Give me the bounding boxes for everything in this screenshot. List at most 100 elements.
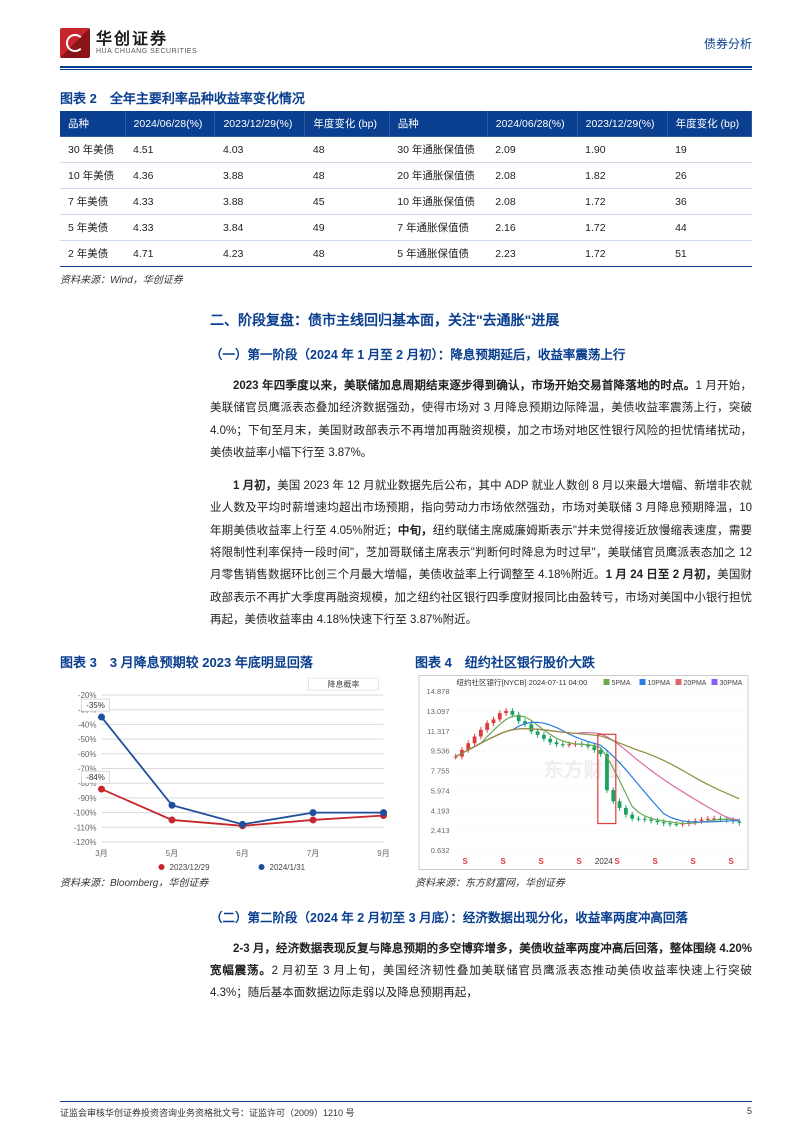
svg-text:S: S <box>691 857 697 866</box>
svg-text:5PMA: 5PMA <box>612 680 631 687</box>
svg-text:2024: 2024 <box>595 857 613 866</box>
table-cell: 2.09 <box>487 137 577 163</box>
table-cell: 26 <box>667 163 751 189</box>
table-cell: 1.72 <box>577 215 667 241</box>
table-cell: 4.36 <box>125 163 215 189</box>
svg-text:14.878: 14.878 <box>427 687 450 696</box>
table-cell: 45 <box>305 189 389 215</box>
p3b: 2 月初至 3 月上旬，美国经济韧性叠加美联储官员鹰派表态推动美债收益率快速上行… <box>210 965 752 999</box>
table-cell: 30 年通胀保值债 <box>389 137 487 163</box>
svg-text:5.974: 5.974 <box>431 786 450 795</box>
table-cell: 48 <box>305 163 389 189</box>
table-cell: 1.72 <box>577 241 667 267</box>
svg-text:7月: 7月 <box>307 849 319 858</box>
para-1: 2023 年四季度以来，美联储加息周期结束逐步得到确认，市场开始交易首降落地的时… <box>60 375 752 465</box>
table-cell: 48 <box>305 137 389 163</box>
svg-text:S: S <box>577 857 583 866</box>
table-row: 7 年美债4.333.884510 年通胀保值债2.081.7236 <box>60 189 752 215</box>
footer-left: 证监会审核华创证券投资咨询业务资格批文号：证监许可（2009）1210 号 <box>60 1106 355 1119</box>
table-cell: 19 <box>667 137 751 163</box>
p2e: 1 月 24 日至 2 月初， <box>606 569 718 581</box>
chart4-title: 图表 4 纽约社区银行股价大跌 <box>415 652 752 671</box>
chart3-title: 图表 3 3 月降息预期较 2023 年底明显回落 <box>60 652 397 671</box>
p2a: 1 月初， <box>233 480 277 492</box>
page: 华创证券 HUA CHUANG SECURITIES 债券分析 图表 2 全年主… <box>0 0 802 1005</box>
table-cell: 20 年通胀保值债 <box>389 163 487 189</box>
svg-text:13.097: 13.097 <box>427 707 450 716</box>
svg-text:0.632: 0.632 <box>431 846 450 855</box>
table-cell: 2 年美债 <box>60 241 125 267</box>
table-cell: 1.90 <box>577 137 667 163</box>
svg-text:S: S <box>501 857 507 866</box>
table-cell: 2.08 <box>487 163 577 189</box>
svg-text:11.317: 11.317 <box>427 726 449 735</box>
svg-text:-40%: -40% <box>78 720 97 729</box>
svg-text:30PMA: 30PMA <box>720 680 743 687</box>
table-cell: 3.88 <box>215 163 305 189</box>
table-cell: 4.23 <box>215 241 305 267</box>
p2c: 中旬， <box>398 525 433 537</box>
table-row: 2 年美债4.714.23485 年通胀保值债2.231.7251 <box>60 241 752 267</box>
chart3-col: 图表 3 3 月降息预期较 2023 年底明显回落 -20%-30%-40%-5… <box>60 646 397 889</box>
table-cell: 44 <box>667 215 751 241</box>
table-cell: 4.33 <box>125 189 215 215</box>
table-cell: 2.16 <box>487 215 577 241</box>
table-row: 10 年美债4.363.884820 年通胀保值债2.081.8226 <box>60 163 752 189</box>
logo: 华创证券 HUA CHUANG SECURITIES <box>60 28 197 58</box>
svg-text:S: S <box>463 857 469 866</box>
svg-text:4.193: 4.193 <box>431 806 450 815</box>
section2-sub1: （一）第一阶段（2024 年 1 月至 2 月初）：降息预期延后，收益率震荡上行 <box>60 344 752 363</box>
table-header: 2024/06/28(%) <box>125 111 215 137</box>
table2-source: 资料来源：Wind，华创证券 <box>60 271 752 286</box>
svg-text:7.755: 7.755 <box>431 766 450 775</box>
svg-text:-60%: -60% <box>78 749 97 758</box>
doc-category: 债券分析 <box>704 35 752 52</box>
logo-text: 华创证券 HUA CHUANG SECURITIES <box>96 32 197 55</box>
chart4: 14.878 13.097 11.317 9.536 7.755 5.974 4.193 2.… <box>415 675 752 870</box>
svg-text:S: S <box>539 857 545 866</box>
svg-text:S: S <box>729 857 735 866</box>
table-cell: 4.33 <box>125 215 215 241</box>
table-cell: 10 年通胀保值债 <box>389 189 487 215</box>
page-header: 华创证券 HUA CHUANG SECURITIES 债券分析 <box>60 28 752 64</box>
svg-text:9.536: 9.536 <box>431 746 450 755</box>
table-cell: 2.08 <box>487 189 577 215</box>
table-cell: 49 <box>305 215 389 241</box>
svg-text:-90%: -90% <box>78 794 97 803</box>
table-cell: 1.72 <box>577 189 667 215</box>
svg-text:纽约社区银行[NYCB] 2024-07-11 04:00: 纽约社区银行[NYCB] 2024-07-11 04:00 <box>457 677 588 687</box>
svg-text:-84%: -84% <box>86 773 105 782</box>
header-rule-2 <box>60 69 752 70</box>
table-header: 年度变化 (bp) <box>305 111 389 137</box>
svg-text:东方财富: 东方财富 <box>544 757 624 781</box>
para-3: 2-3 月，经济数据表现反复与降息预期的多空博弈增多，美债收益率两度冲高后回落，… <box>60 938 752 1005</box>
svg-text:-100%: -100% <box>73 808 96 817</box>
table2-title: 图表 2 全年主要利率品种收益率变化情况 <box>60 88 752 107</box>
section2-title: 二、阶段复盘：债市主线回归基本面，关注"去通胀"进展 <box>60 310 752 330</box>
svg-text:-50%: -50% <box>78 735 97 744</box>
table-cell: 3.84 <box>215 215 305 241</box>
logo-icon <box>60 28 90 58</box>
svg-text:-20%: -20% <box>78 691 97 700</box>
table-cell: 7 年美债 <box>60 189 125 215</box>
section2-sub2: （二）第二阶段（2024 年 2 月初至 3 月底）：经济数据出现分化，收益率两… <box>60 907 752 926</box>
footer: 证监会审核华创证券投资咨询业务资格批文号：证监许可（2009）1210 号 5 <box>60 1101 752 1119</box>
table-cell: 3.88 <box>215 189 305 215</box>
table-cell: 30 年美债 <box>60 137 125 163</box>
table-cell: 5 年美债 <box>60 215 125 241</box>
svg-text:2.413: 2.413 <box>431 826 450 835</box>
table-header: 品种 <box>389 111 487 137</box>
svg-text:2023/12/29: 2023/12/29 <box>170 863 211 870</box>
chart3: -20%-30%-40%-50%-60%-70%-80%-90%-100%-11… <box>60 675 397 870</box>
table2: 品种2024/06/28(%)2023/12/29(%)年度变化 (bp)品种2… <box>60 111 752 267</box>
logo-en: HUA CHUANG SECURITIES <box>96 48 197 55</box>
svg-text:6月: 6月 <box>236 849 248 858</box>
table-row: 30 年美债4.514.034830 年通胀保值债2.091.9019 <box>60 137 752 163</box>
table-header: 2024/06/28(%) <box>487 111 577 137</box>
table-cell: 1.82 <box>577 163 667 189</box>
table-cell: 36 <box>667 189 751 215</box>
svg-text:10PMA: 10PMA <box>648 680 671 687</box>
svg-text:5月: 5月 <box>166 849 178 858</box>
svg-text:3月: 3月 <box>95 849 107 858</box>
table-header: 2023/12/29(%) <box>215 111 305 137</box>
